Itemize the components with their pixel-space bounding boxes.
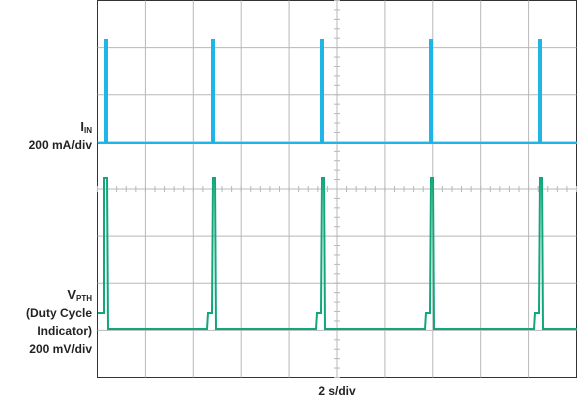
channel-scale: Indicator) bbox=[37, 324, 92, 338]
channel-name-sub: IN bbox=[84, 126, 92, 135]
traces bbox=[98, 39, 577, 330]
channel-scale: 200 mV/div bbox=[29, 342, 92, 356]
channel-name-main: V bbox=[67, 287, 76, 302]
x-axis-label: 2 s/div bbox=[318, 384, 356, 398]
channel-name: IIN bbox=[80, 119, 92, 135]
channel-name: VPTH bbox=[67, 287, 92, 303]
channel-scale: 200 mA/div bbox=[29, 138, 93, 152]
labels: IIN 200 mA/div VPTH (Duty Cycle Indicator) 20… bbox=[26, 119, 92, 356]
channel-name-main: I bbox=[80, 119, 84, 134]
vpth-trace bbox=[98, 177, 577, 330]
grid bbox=[97, 0, 577, 378]
channel-scale: (Duty Cycle bbox=[26, 306, 92, 320]
channel-name-sub: PTH bbox=[76, 294, 92, 303]
current-trace bbox=[98, 39, 577, 144]
